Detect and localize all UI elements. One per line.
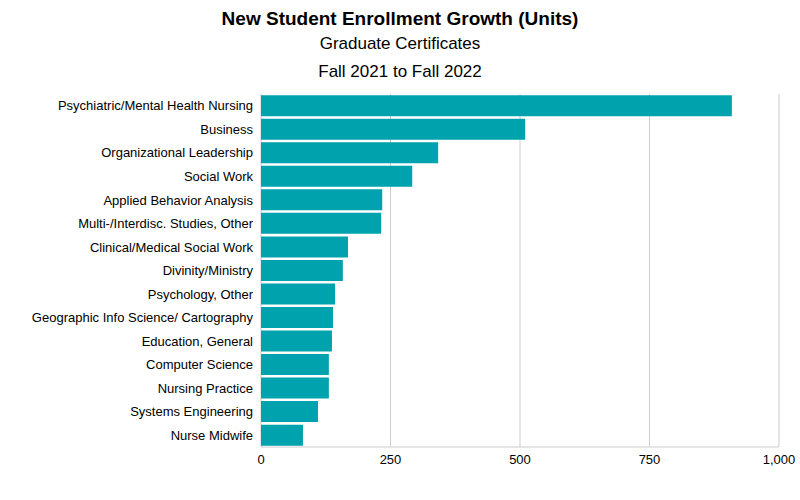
svg-text:Nursing Practice: Nursing Practice (158, 381, 253, 396)
svg-text:1,000: 1,000 (763, 452, 792, 467)
html-text:Fall 2021 to Fall 2022: Fall 2021 to Fall 2022 (318, 62, 482, 81)
svg-text:Social Work: Social Work (184, 169, 254, 184)
svg-text:Clinical/Medical Social Work: Clinical/Medical Social Work (90, 240, 254, 255)
svg-text:Applied Behavior Analysis: Applied Behavior Analysis (103, 193, 253, 208)
svg-text:0: 0 (257, 452, 264, 467)
svg-text:Education, General: Education, General (142, 334, 253, 349)
svg-text:Organizational Leadership: Organizational Leadership (101, 145, 253, 160)
svg-text:Psychology, Other: Psychology, Other (148, 287, 254, 302)
svg-text:Psychiatric/Mental Health Nurs: Psychiatric/Mental Health Nursing (58, 98, 253, 113)
svg-text:Computer Science: Computer Science (146, 357, 253, 372)
html-text:Graduate Certificates: Graduate Certificates (319, 34, 481, 53)
svg-text:Divinity/Ministry: Divinity/Ministry (163, 263, 254, 278)
html-text:New Student Enrollment Growth: New Student Enrollment Growth (Units) (221, 8, 579, 29)
svg-text:250: 250 (380, 452, 402, 467)
svg-text:750: 750 (639, 452, 661, 467)
svg-text:500: 500 (509, 452, 531, 467)
svg-text:Systems Engineering: Systems Engineering (130, 404, 253, 419)
svg-text:Multi-/Interdisc. Studies, Oth: Multi-/Interdisc. Studies, Other (78, 216, 254, 231)
svg-text:Nurse Midwife: Nurse Midwife (171, 428, 253, 443)
svg-text:Business: Business (200, 122, 253, 137)
svg-text:Geographic Info Science/ Carto: Geographic Info Science/ Cartography (32, 310, 254, 325)
